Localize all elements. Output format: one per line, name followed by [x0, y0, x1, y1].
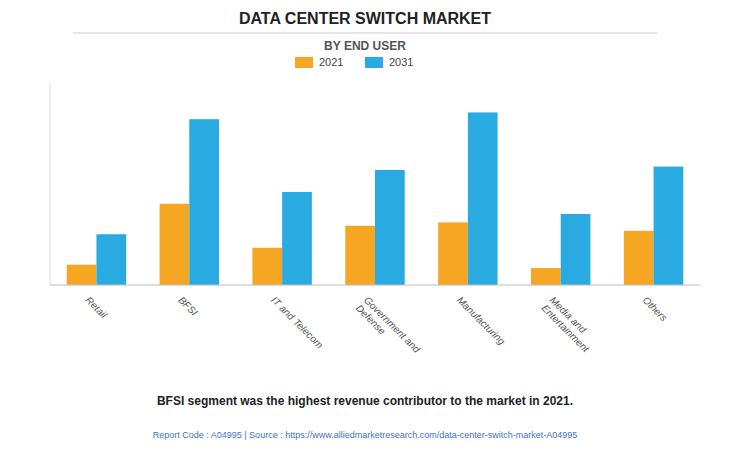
- x-tick-label: BFSI: [176, 294, 200, 318]
- x-tick-label-line: Others: [641, 294, 670, 323]
- legend-label: 2031: [389, 56, 413, 68]
- x-axis-line: [50, 285, 700, 286]
- bar: [438, 222, 468, 285]
- bar: [561, 214, 591, 285]
- x-tick-label-line: Entertainment: [540, 302, 593, 355]
- bar: [531, 268, 561, 285]
- bar: [654, 167, 684, 285]
- x-tick-label: Others: [641, 294, 670, 323]
- bar: [252, 248, 282, 285]
- x-tick-label-line: BFSI: [176, 294, 200, 318]
- legend-swatch: [295, 57, 313, 68]
- x-tick-label: Manufacturing: [455, 294, 508, 347]
- x-tick-label: Retail: [83, 294, 109, 320]
- x-tick-label: Government andDefense: [354, 294, 423, 363]
- bar: [189, 119, 219, 285]
- bar: [96, 234, 126, 285]
- bar: [282, 192, 312, 285]
- bar: [375, 170, 405, 285]
- x-tick-label: IT and Telecom: [269, 294, 325, 350]
- x-tick-label-line: IT and Telecom: [269, 294, 325, 350]
- legend-label: 2021: [319, 56, 343, 68]
- bar: [624, 231, 654, 285]
- legend: 2021 2031: [295, 56, 413, 68]
- footer: Report Code : A04995 | Source : https://…: [153, 430, 578, 440]
- bar: [345, 226, 375, 285]
- title: DATA CENTER SWITCH MARKET: [239, 10, 491, 27]
- title-rule: [73, 33, 657, 34]
- x-tick-label-line: Retail: [83, 294, 109, 320]
- chart: DATA CENTER SWITCH MARKET BY END USER 2021…: [0, 0, 730, 453]
- x-tick-label: Media andEntertainment: [540, 294, 601, 355]
- legend-swatch: [365, 57, 383, 68]
- x-tick-label-line: Manufacturing: [455, 294, 508, 347]
- subtitle: BY END USER: [324, 39, 406, 53]
- bar: [160, 204, 190, 285]
- x-tick-label-line: Defense: [354, 302, 388, 336]
- bar: [67, 265, 97, 285]
- bar: [468, 112, 498, 285]
- annotation: BFSI segment was the highest revenue con…: [157, 394, 573, 408]
- y-axis-line: [50, 82, 51, 285]
